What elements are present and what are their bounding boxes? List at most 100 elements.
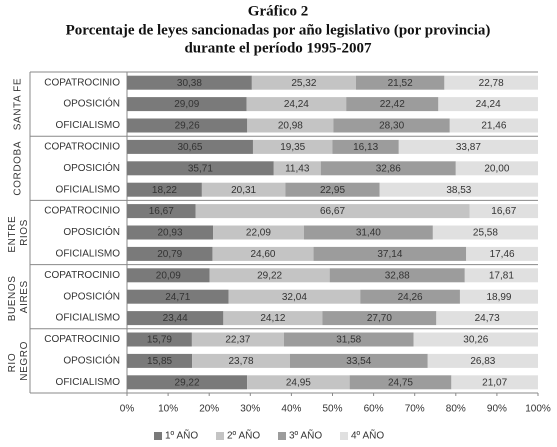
y-tick-label: OFICIALISMO — [56, 120, 121, 131]
group-label: RIO NEGRO — [7, 341, 30, 381]
bar-segment — [322, 311, 437, 326]
y-tick-label: COPATROCINIO — [44, 270, 120, 281]
legend-swatch — [340, 432, 348, 440]
data-label: 21,46 — [481, 121, 506, 132]
x-tick-label: 80% — [446, 404, 466, 415]
bar-segment — [320, 161, 456, 176]
bar-segment — [466, 246, 538, 261]
data-label: 30,65 — [177, 142, 202, 153]
bar-segment — [451, 375, 538, 390]
x-tick-label: 30% — [240, 404, 260, 415]
data-label: 24,24 — [476, 99, 501, 110]
y-tick-label: OFICIALISMO — [56, 313, 121, 324]
y-tick-label: COPATROCINIO — [44, 77, 120, 88]
data-label: 29,09 — [174, 99, 199, 110]
bar-segment — [127, 118, 248, 133]
chart-subtitle: Porcentaje de leyes sancionadas por año … — [66, 22, 491, 38]
data-label: 25,58 — [473, 228, 498, 239]
bar-segment — [333, 118, 450, 133]
x-tick-label: 20% — [199, 404, 219, 415]
bar-segment — [191, 332, 284, 347]
bar-segment — [195, 204, 470, 219]
data-label: 29,22 — [257, 270, 282, 281]
y-tick-label: OPOSICIÓN — [63, 289, 120, 302]
data-label: 24,12 — [260, 313, 285, 324]
data-label: 28,30 — [379, 121, 404, 132]
bar-segment — [247, 375, 350, 390]
legend-swatch — [216, 432, 224, 440]
bar-segment — [398, 139, 538, 154]
bar-segment — [438, 97, 538, 112]
data-label: 32,04 — [282, 292, 307, 303]
data-label: 38,53 — [446, 185, 471, 196]
data-label: 11,43 — [285, 163, 310, 174]
data-label: 16,67 — [491, 206, 516, 217]
data-label: 29,22 — [175, 377, 200, 388]
data-label: 20,98 — [278, 121, 303, 132]
data-label: 33,87 — [456, 142, 481, 153]
data-label: 31,40 — [356, 228, 381, 239]
x-tick-label: 90% — [487, 404, 507, 415]
data-label: 22,37 — [225, 335, 250, 346]
bar-segment — [127, 75, 252, 90]
y-tick-label: OPOSICIÓN — [63, 225, 120, 238]
bar-segment — [436, 311, 538, 326]
bar-segment — [251, 75, 356, 90]
data-label: 21,07 — [482, 377, 507, 388]
data-label: 20,93 — [157, 228, 182, 239]
x-tick-label: 0% — [120, 404, 135, 415]
y-tick-label: OFICIALISMO — [56, 377, 121, 388]
y-tick-label: OPOSICIÓN — [63, 161, 120, 174]
group-label: CORDOBA — [13, 141, 24, 196]
y-tick-label: OFICIALISMO — [56, 184, 121, 195]
legend-swatch — [278, 432, 286, 440]
bar-segment — [127, 139, 253, 154]
bar-segment — [273, 161, 321, 176]
data-label: 33,54 — [346, 356, 371, 367]
group-label: BUENOS AIRES — [7, 272, 30, 321]
bar-segment — [449, 118, 538, 133]
data-label: 31,58 — [336, 335, 361, 346]
bar-segment — [127, 311, 224, 326]
y-tick-label: COPATROCINIO — [44, 206, 120, 217]
data-label: 27,70 — [367, 313, 392, 324]
data-label: 32,88 — [385, 270, 410, 281]
bar-segment — [360, 289, 460, 304]
group-label: SANTA FE — [13, 78, 24, 130]
x-tick-label: 10% — [158, 404, 178, 415]
y-tick-label: OPOSICIÓN — [63, 354, 120, 367]
bar-segment — [246, 97, 347, 112]
bar-segment — [127, 182, 202, 197]
y-tick-label: COPATROCINIO — [44, 334, 120, 345]
bar-segment — [285, 182, 380, 197]
data-label: 29,26 — [175, 121, 200, 132]
data-label: 25,32 — [291, 78, 316, 89]
bar-segment — [346, 97, 439, 112]
y-tick-label: OPOSICIÓN — [63, 97, 120, 110]
data-label: 18,99 — [486, 292, 511, 303]
data-label: 24,95 — [286, 377, 311, 388]
bar-segment — [223, 311, 323, 326]
data-label: 22,78 — [479, 78, 504, 89]
bar-segment — [464, 268, 538, 283]
data-label: 24,73 — [475, 313, 500, 324]
bar-segment — [252, 139, 333, 154]
bar-segment — [212, 246, 314, 261]
data-label: 24,71 — [165, 292, 190, 303]
bar-segment — [127, 332, 192, 347]
data-label: 30,38 — [177, 78, 202, 89]
legend-label: 3º AÑO — [289, 429, 322, 442]
data-label: 35,71 — [188, 163, 213, 174]
bar-segment — [127, 268, 210, 283]
bar-segment — [313, 246, 467, 261]
bar-segment — [209, 268, 330, 283]
x-tick-label: 50% — [322, 404, 342, 415]
bar-segment — [247, 118, 334, 133]
bar-segment — [228, 289, 361, 304]
data-label: 22,09 — [246, 228, 271, 239]
bar-segment — [455, 161, 538, 176]
bar-segment — [213, 225, 304, 240]
data-label: 17,46 — [490, 249, 515, 260]
bar-segment — [127, 225, 214, 240]
